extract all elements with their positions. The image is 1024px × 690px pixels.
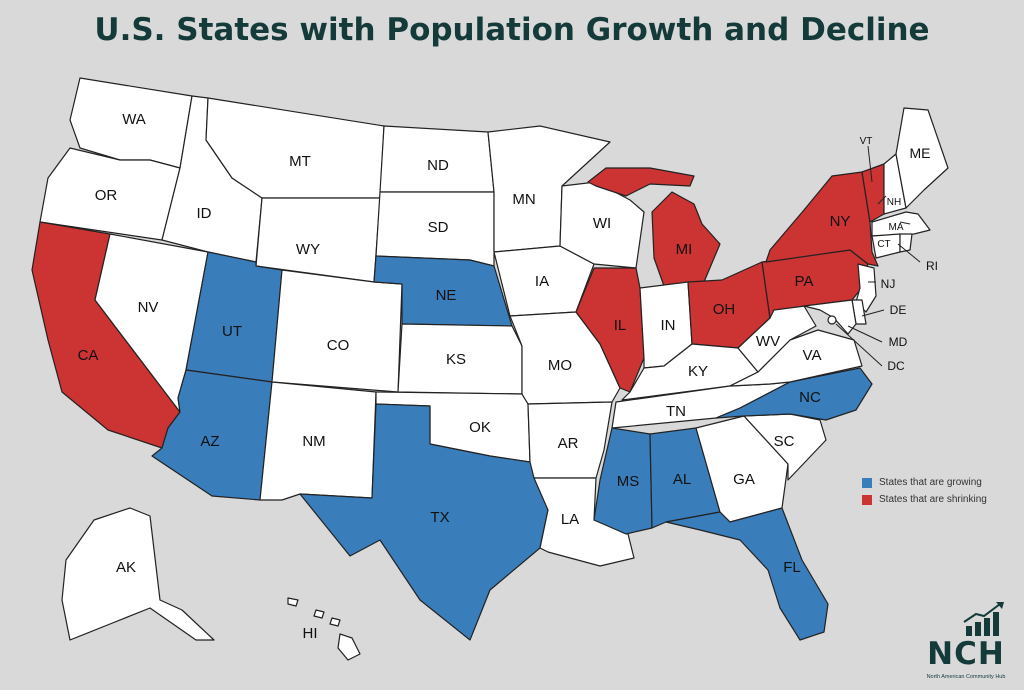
label-wa: WA (122, 111, 146, 128)
state-fl[interactable] (665, 507, 829, 641)
legend-swatch-shrinking (862, 494, 872, 505)
label-vt: VT (860, 136, 873, 147)
logo-subtitle: North American Community Hub (926, 674, 1006, 680)
label-il: IL (614, 317, 627, 334)
label-mn: MN (512, 191, 535, 208)
label-ga: GA (733, 471, 755, 488)
label-md: MD (889, 335, 908, 349)
label-ia: IA (535, 273, 549, 290)
label-mi: MI (676, 241, 693, 258)
state-ri[interactable] (899, 233, 913, 253)
label-nj: NJ (881, 277, 896, 291)
state-tx[interactable] (299, 403, 549, 641)
legend-label-shrinking: States that are shrinking (879, 494, 987, 505)
label-ca: CA (78, 347, 99, 364)
map-title: U.S. States with Population Growth and D… (94, 12, 930, 48)
label-tn: TN (666, 403, 686, 420)
label-wv: WV (756, 333, 780, 350)
state-la[interactable] (533, 477, 635, 567)
label-ct: CT (877, 239, 890, 250)
label-ak: AK (116, 559, 136, 576)
label-ks: KS (446, 351, 466, 368)
label-or: OR (95, 187, 118, 204)
label-nd: ND (427, 157, 449, 174)
label-wy: WY (296, 241, 320, 258)
legend: States that are growing States that are … (862, 474, 987, 508)
state-nc[interactable] (715, 367, 873, 421)
label-nc: NC (799, 389, 821, 406)
label-ar: AR (558, 435, 579, 452)
label-ma: MA (889, 222, 904, 233)
state-co[interactable] (271, 269, 403, 393)
state-hi[interactable] (287, 597, 361, 661)
state-dc[interactable] (827, 315, 837, 325)
growth-chart-icon (963, 602, 1004, 636)
state-ny[interactable] (765, 171, 879, 267)
label-ri: RI (926, 259, 938, 273)
label-tx: TX (430, 509, 449, 526)
label-va: VA (803, 347, 822, 364)
label-de: DE (890, 303, 907, 317)
label-mo: MO (548, 357, 572, 374)
label-pa: PA (795, 273, 814, 290)
state-mi[interactable] (587, 167, 721, 287)
label-ok: OK (469, 419, 491, 436)
label-az: AZ (200, 433, 219, 450)
label-dc: DC (887, 359, 905, 373)
logo-wordmark: NCH (927, 636, 1005, 672)
label-me: ME (910, 145, 931, 161)
nch-logo: NCH North American Community Hub (920, 600, 1020, 688)
legend-item-shrinking: States that are shrinking (862, 491, 987, 508)
label-id: ID (197, 205, 212, 222)
label-nv: NV (138, 299, 159, 316)
label-fl: FL (783, 559, 801, 576)
state-ia[interactable] (493, 245, 595, 317)
label-nm: NM (302, 433, 325, 450)
label-sd: SD (428, 219, 449, 236)
label-oh: OH (713, 301, 736, 318)
label-mt: MT (289, 153, 311, 170)
label-al: AL (673, 471, 691, 488)
label-la: LA (561, 511, 579, 528)
state-md[interactable] (803, 299, 857, 335)
state-ak[interactable] (61, 507, 215, 641)
label-ky: KY (688, 363, 708, 380)
label-in: IN (661, 317, 676, 334)
label-ne: NE (436, 287, 457, 304)
label-ms: MS (617, 473, 640, 490)
label-ut: UT (222, 323, 242, 340)
label-wi: WI (593, 215, 611, 232)
leader-lines (835, 145, 921, 367)
legend-item-growing: States that are growing (862, 474, 987, 491)
legend-swatch-growing (862, 477, 872, 488)
state-labels: WA OR CA NV ID MT WY UT AZ CO NM ND SD N… (78, 111, 938, 642)
legend-label-growing: States that are growing (879, 477, 982, 488)
label-sc: SC (774, 433, 795, 450)
label-co: CO (327, 337, 350, 354)
label-ny: NY (830, 213, 851, 230)
state-me[interactable] (895, 107, 949, 209)
label-nh: NH (887, 197, 901, 208)
label-hi: HI (303, 625, 318, 642)
